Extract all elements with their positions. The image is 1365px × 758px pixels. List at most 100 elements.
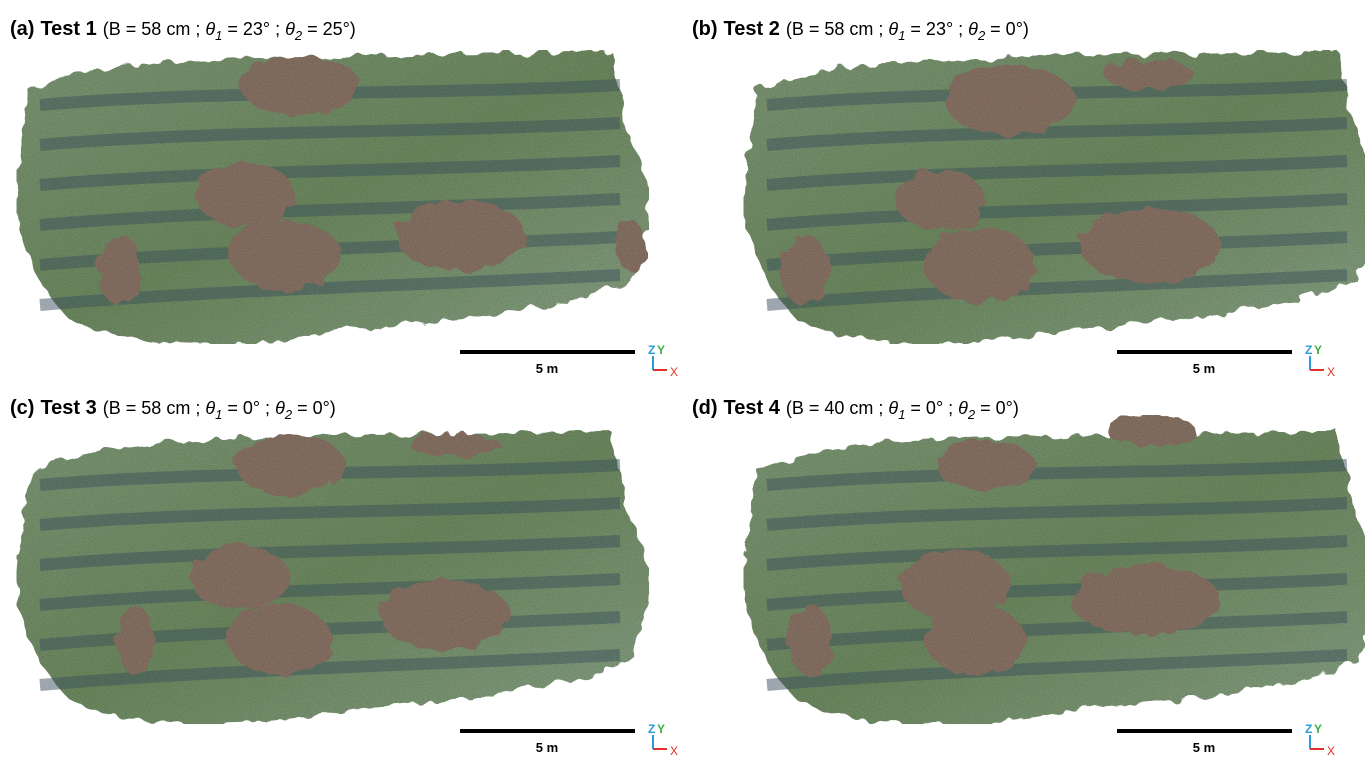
axis-z-label: Z: [1305, 722, 1312, 736]
test-name: Test 3: [40, 397, 96, 419]
rock: [380, 580, 510, 650]
test-parameter: (B = 58 cm ;: [786, 19, 889, 39]
rock: [925, 605, 1025, 675]
rock: [190, 546, 290, 610]
stripe: [766, 269, 1348, 311]
test-parameter: = 0°): [975, 398, 1019, 418]
scale-label: 5 m: [536, 740, 558, 755]
test-parameter: θ: [285, 19, 295, 39]
scale-bar: [460, 729, 635, 733]
stripe: [766, 535, 1348, 571]
rock: [240, 55, 360, 115]
stripe: [766, 497, 1348, 531]
test-parameter: θ: [888, 398, 898, 418]
panel-label: (d): [692, 397, 718, 419]
rock: [395, 200, 525, 270]
rock: [228, 605, 332, 675]
stripe: [39, 497, 621, 531]
panel-title: (a) Test 1 (B = 58 cm ; θ1 = 23° ; θ2 = 25…: [10, 18, 356, 43]
test-parameter: (B = 58 cm ;: [103, 398, 206, 418]
test-parameter: θ: [205, 19, 215, 39]
axis-y-label: Y: [657, 722, 665, 736]
point-cloud: [16, 430, 649, 724]
panel-title: (d) Test 4 (B = 40 cm ; θ1 = 0° ; θ2 = 0°): [692, 397, 1019, 422]
panel-title: (c) Test 3 (B = 58 cm ; θ1 = 0° ; θ2 = 0°): [10, 397, 336, 422]
test-parameter: = 0°): [985, 19, 1029, 39]
panel-label: (a): [10, 18, 34, 40]
scale-label: 5 m: [536, 361, 558, 376]
panel-label: (c): [10, 397, 34, 419]
panel-title: (b) Test 2 (B = 58 cm ; θ1 = 23° ; θ2 = 0°…: [692, 18, 1029, 43]
rock: [98, 235, 142, 305]
test-name: Test 1: [40, 18, 96, 40]
point-cloud: [743, 415, 1365, 724]
stripe: [766, 117, 1348, 151]
stripe: [766, 459, 1348, 491]
stripe: [39, 649, 621, 691]
rock: [788, 605, 832, 675]
rock: [235, 435, 345, 495]
test-parameter: θ: [968, 19, 978, 39]
test-parameter: 2: [284, 407, 293, 422]
axis-y-label: Y: [1314, 722, 1322, 736]
axis-x-label: X: [670, 744, 678, 758]
test-parameter: = 23° ;: [222, 19, 285, 39]
axis-z-label: Z: [648, 343, 655, 357]
scale-bar: [460, 350, 635, 354]
rock: [410, 433, 500, 457]
test-parameter: 1: [898, 407, 905, 422]
rock: [780, 235, 830, 305]
test-parameter: = 0° ;: [905, 398, 958, 418]
stripe: [766, 649, 1348, 691]
panel: (d) Test 4 (B = 40 cm ; θ1 = 0° ; θ2 = 0°)…: [692, 397, 1365, 758]
rock: [895, 170, 985, 230]
rock: [1070, 565, 1220, 635]
test-parameter: 1: [215, 28, 222, 43]
axis-x-label: X: [1327, 365, 1335, 379]
axis-y-label: Y: [657, 343, 665, 357]
axis-x-label: X: [1327, 744, 1335, 758]
test-parameter: θ: [888, 19, 898, 39]
stripe: [766, 155, 1348, 191]
axis-y-label: Y: [1314, 343, 1322, 357]
test-name: Test 2: [724, 18, 780, 40]
stripe: [39, 155, 621, 191]
scale-bar: [1117, 350, 1292, 354]
panel: (a) Test 1 (B = 58 cm ; θ1 = 23° ; θ2 = 25…: [10, 18, 678, 379]
stripe: [766, 611, 1348, 651]
stripe: [39, 117, 621, 151]
rock: [230, 220, 340, 290]
stripe: [766, 193, 1348, 231]
rock: [1080, 207, 1220, 283]
scale-bar: [1117, 729, 1292, 733]
axis-z-label: Z: [648, 722, 655, 736]
test-parameter: = 25°): [302, 19, 356, 39]
test-parameter: (B = 58 cm ;: [103, 19, 206, 39]
rock: [900, 550, 1010, 620]
test-parameter: = 0° ;: [222, 398, 275, 418]
test-parameter: θ: [275, 398, 285, 418]
axis-z-label: Z: [1305, 343, 1312, 357]
stripe: [766, 231, 1348, 271]
stripe: [766, 573, 1348, 611]
panel-label: (b): [692, 18, 718, 40]
rock: [117, 605, 153, 675]
test-parameter: = 0°): [292, 398, 336, 418]
test-parameter: 1: [215, 407, 222, 422]
rock: [615, 220, 645, 270]
rock: [935, 440, 1035, 490]
panel: (c) Test 3 (B = 58 cm ; θ1 = 0° ; θ2 = 0°)…: [10, 397, 678, 758]
rock: [925, 227, 1035, 303]
test-parameter: (B = 40 cm ;: [786, 398, 889, 418]
stripe: [39, 535, 621, 571]
panel: (b) Test 2 (B = 58 cm ; θ1 = 23° ; θ2 = 0°…: [692, 18, 1365, 379]
test-parameter: = 23° ;: [905, 19, 968, 39]
point-cloud: [16, 50, 649, 344]
test-parameter: 2: [294, 28, 303, 43]
rock: [1105, 60, 1195, 90]
test-name: Test 4: [724, 397, 781, 419]
point-cloud: [743, 50, 1365, 344]
scale-label: 5 m: [1193, 740, 1215, 755]
